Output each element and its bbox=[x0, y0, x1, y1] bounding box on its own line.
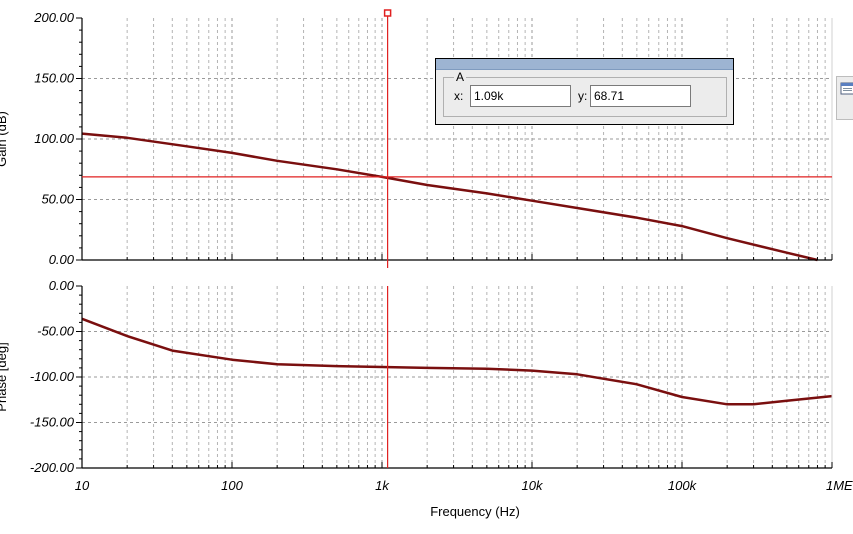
cursor[interactable] bbox=[82, 9, 832, 468]
y-tick-label: 150.00 bbox=[34, 71, 75, 86]
x-tick-label: 1ME bbox=[826, 478, 853, 493]
cursor-handle[interactable] bbox=[383, 9, 392, 17]
tick-labels: 200.00 150.00 100.00 50.00 0.00 Gain (dB) 0.00… bbox=[0, 10, 853, 519]
cursor-panel-titlebar[interactable] bbox=[436, 59, 733, 70]
y-tick-label: 100.00 bbox=[34, 131, 75, 146]
x-tick-label: 1k bbox=[375, 478, 390, 493]
cursor-readout-panel[interactable]: A x: y: bbox=[435, 58, 734, 125]
phase-curve bbox=[81, 317, 833, 406]
y-tick-label: -100.00 bbox=[30, 369, 75, 384]
y-axis-title: Gain (dB) bbox=[0, 111, 9, 167]
axes bbox=[76, 17, 833, 469]
y-tick-label: 0.00 bbox=[49, 278, 75, 293]
y-tick-label: 200.00 bbox=[33, 10, 75, 25]
cursor-y-field[interactable] bbox=[590, 85, 691, 107]
x-tick-label: 100 bbox=[221, 478, 243, 493]
x-tick-label: 10k bbox=[522, 478, 544, 493]
x-tick-label: 100k bbox=[668, 478, 698, 493]
cursor-x-field[interactable] bbox=[470, 85, 571, 107]
y-tick-label: -50.00 bbox=[37, 324, 75, 339]
y-axis-title: Phase [deg] bbox=[0, 342, 9, 411]
cursor-y-label: y: bbox=[578, 89, 588, 103]
y-tick-label: -200.00 bbox=[30, 460, 75, 475]
cursor-group-label: A bbox=[454, 70, 467, 84]
curves bbox=[81, 132, 833, 406]
grid bbox=[82, 18, 832, 468]
cursor-a-group: A x: y: bbox=[443, 70, 727, 117]
toolbar-side-button[interactable] bbox=[836, 76, 853, 120]
y-tick-label: -150.00 bbox=[30, 415, 75, 430]
x-tick-label: 10 bbox=[75, 478, 90, 493]
y-tick-label: 0.00 bbox=[49, 252, 75, 267]
x-axis-title: Frequency (Hz) bbox=[430, 504, 520, 519]
cursor-x-label: x: bbox=[454, 89, 464, 103]
gain-curve bbox=[81, 132, 818, 262]
window-icon bbox=[840, 82, 853, 95]
y-tick-label: 50.00 bbox=[41, 192, 74, 207]
